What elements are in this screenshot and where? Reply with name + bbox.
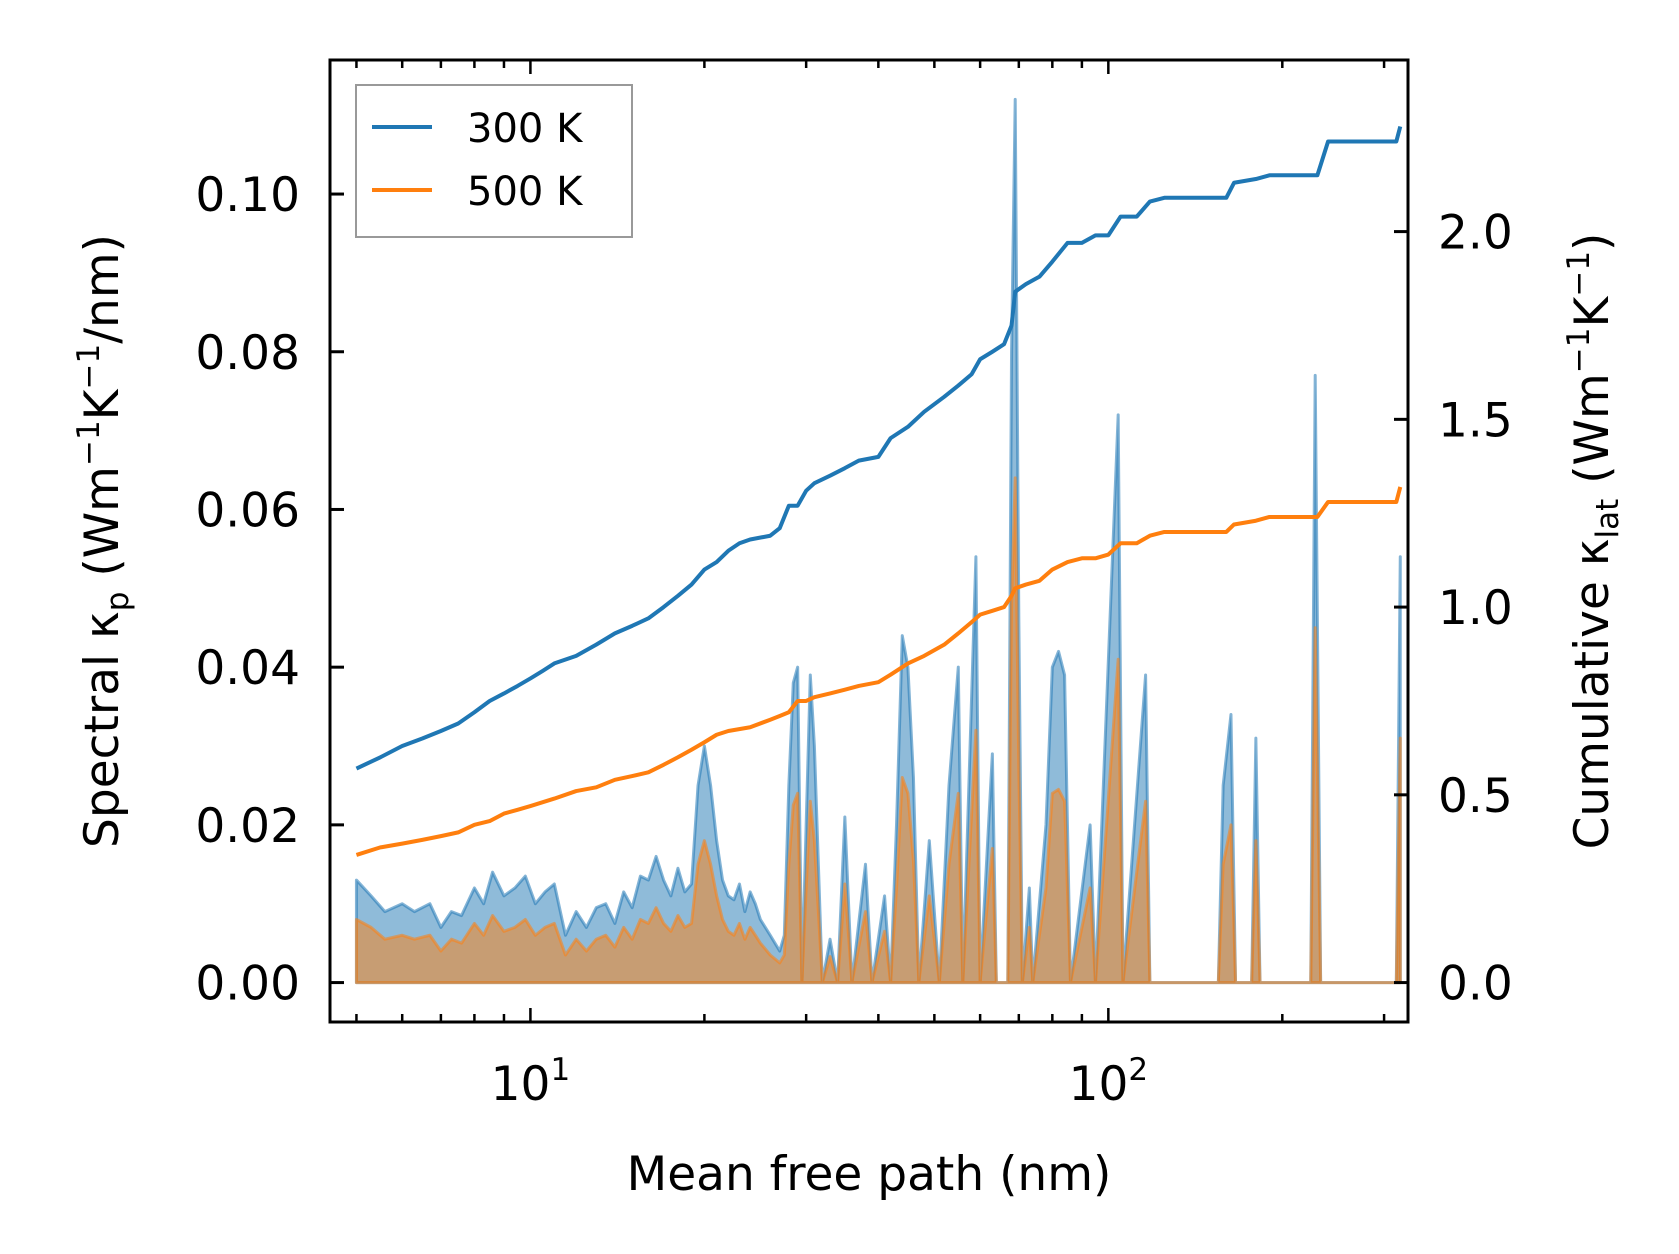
right-axis-title-subscript: lat [1590,499,1626,539]
spectral-area-500k [354,476,1402,985]
legend-box [355,84,633,238]
left-axis-title-subscript: p [100,592,136,612]
right-axis-title-exp2: −1 [1561,251,1597,297]
right-axis-title-exp1: −1 [1561,327,1597,373]
left-tick-label: 0.04 [195,641,300,696]
right-tick-label: 1.5 [1438,393,1513,448]
right-axis-title-unit: (Wm [1565,373,1620,499]
left-axis-title: Spectral κp (Wm−1K−1/nm) [71,234,136,848]
x-axis-title: Mean free path (nm) [627,1147,1112,1202]
legend-label-300k: 300 K [467,106,584,152]
cumulative-line-500k [355,486,1403,857]
spectral-fills [354,97,1402,985]
left-tick-label: 0.00 [195,957,300,1012]
left-axis-title-exp1: −1 [71,420,107,466]
right-axis-title-main: Cumulative κ [1565,538,1620,849]
plot-frame [328,58,1410,1024]
left-tick-label: 0.02 [195,799,300,854]
left-axis-title-unit: (Wm [75,466,130,592]
right-tick-label: 2.0 [1438,206,1513,261]
left-axis-title-main: Spectral κ [75,611,130,848]
right-tick-label: 0.5 [1438,769,1513,824]
series-lines [355,125,1403,857]
right-tick-label: 1.0 [1438,581,1513,636]
cumulative-line-300k [355,125,1403,771]
left-axis-title-k: K [75,388,130,420]
spectral-area-300k [354,97,1402,985]
legend-label-500k: 500 K [467,169,584,215]
left-tick-label: 0.10 [195,168,300,223]
right-axis-title-k: K [1565,295,1620,327]
right-axis-title: Cumulative κlat (Wm−1K−1) [1561,233,1626,850]
right-axis-title-tail: ) [1565,233,1620,251]
right-tick-label: 0.0 [1438,957,1513,1012]
left-axis-title-exp2: −1 [71,344,107,390]
tick-labels: 0.00 0.02 0.04 0.06 0.08 0.10 0.0 0.5 1.0 1.5 2.0 1… [195,168,1512,1112]
left-axis-title-tail: /nm) [75,234,130,344]
left-tick-label: 0.06 [195,483,300,538]
left-tick-label: 0.08 [195,326,300,381]
legend: 300 K 500 K [355,84,633,238]
x-tick-label: 102 [1069,1052,1149,1112]
x-tick-label: 101 [491,1052,571,1112]
